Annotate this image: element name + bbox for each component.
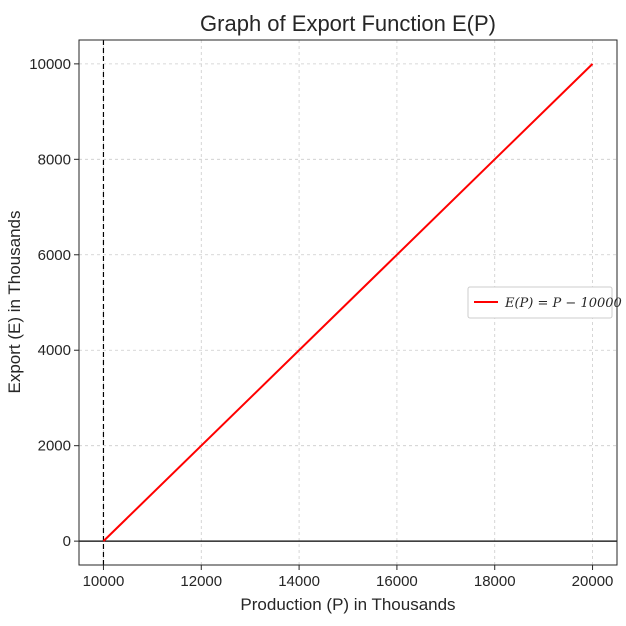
x-tick-label: 12000 bbox=[180, 573, 222, 590]
x-tick-label: 10000 bbox=[83, 573, 125, 590]
x-tick-label: 16000 bbox=[376, 573, 418, 590]
y-tick-label: 6000 bbox=[38, 247, 71, 264]
x-axis-label: Production (P) in Thousands bbox=[240, 595, 455, 614]
x-tick-label: 14000 bbox=[278, 573, 320, 590]
y-tick-label: 10000 bbox=[29, 56, 71, 73]
legend-box bbox=[467, 286, 613, 319]
y-tick-label: 4000 bbox=[38, 342, 71, 359]
y-axis-label: Export (E) in Thousands bbox=[5, 211, 24, 394]
x-tick-label: 20000 bbox=[572, 573, 614, 590]
y-tick-label: 0 bbox=[63, 533, 71, 550]
legend: E(P) = P − 10000 bbox=[467, 286, 622, 319]
y-tick-label: 2000 bbox=[38, 438, 71, 455]
series bbox=[102, 63, 594, 542]
plot-frame bbox=[78, 39, 618, 566]
series-line bbox=[102, 63, 594, 542]
x-tick-label: 18000 bbox=[474, 573, 516, 590]
chart-title: Graph of Export Function E(P) bbox=[200, 11, 496, 36]
legend-label: E(P) = P − 10000 bbox=[504, 296, 622, 311]
y-tick-label: 8000 bbox=[38, 151, 71, 168]
ticks: 10000 12000 14000 16000 18000 20000 0 2000 4000 6… bbox=[29, 56, 613, 590]
reference-lines bbox=[79, 40, 617, 565]
